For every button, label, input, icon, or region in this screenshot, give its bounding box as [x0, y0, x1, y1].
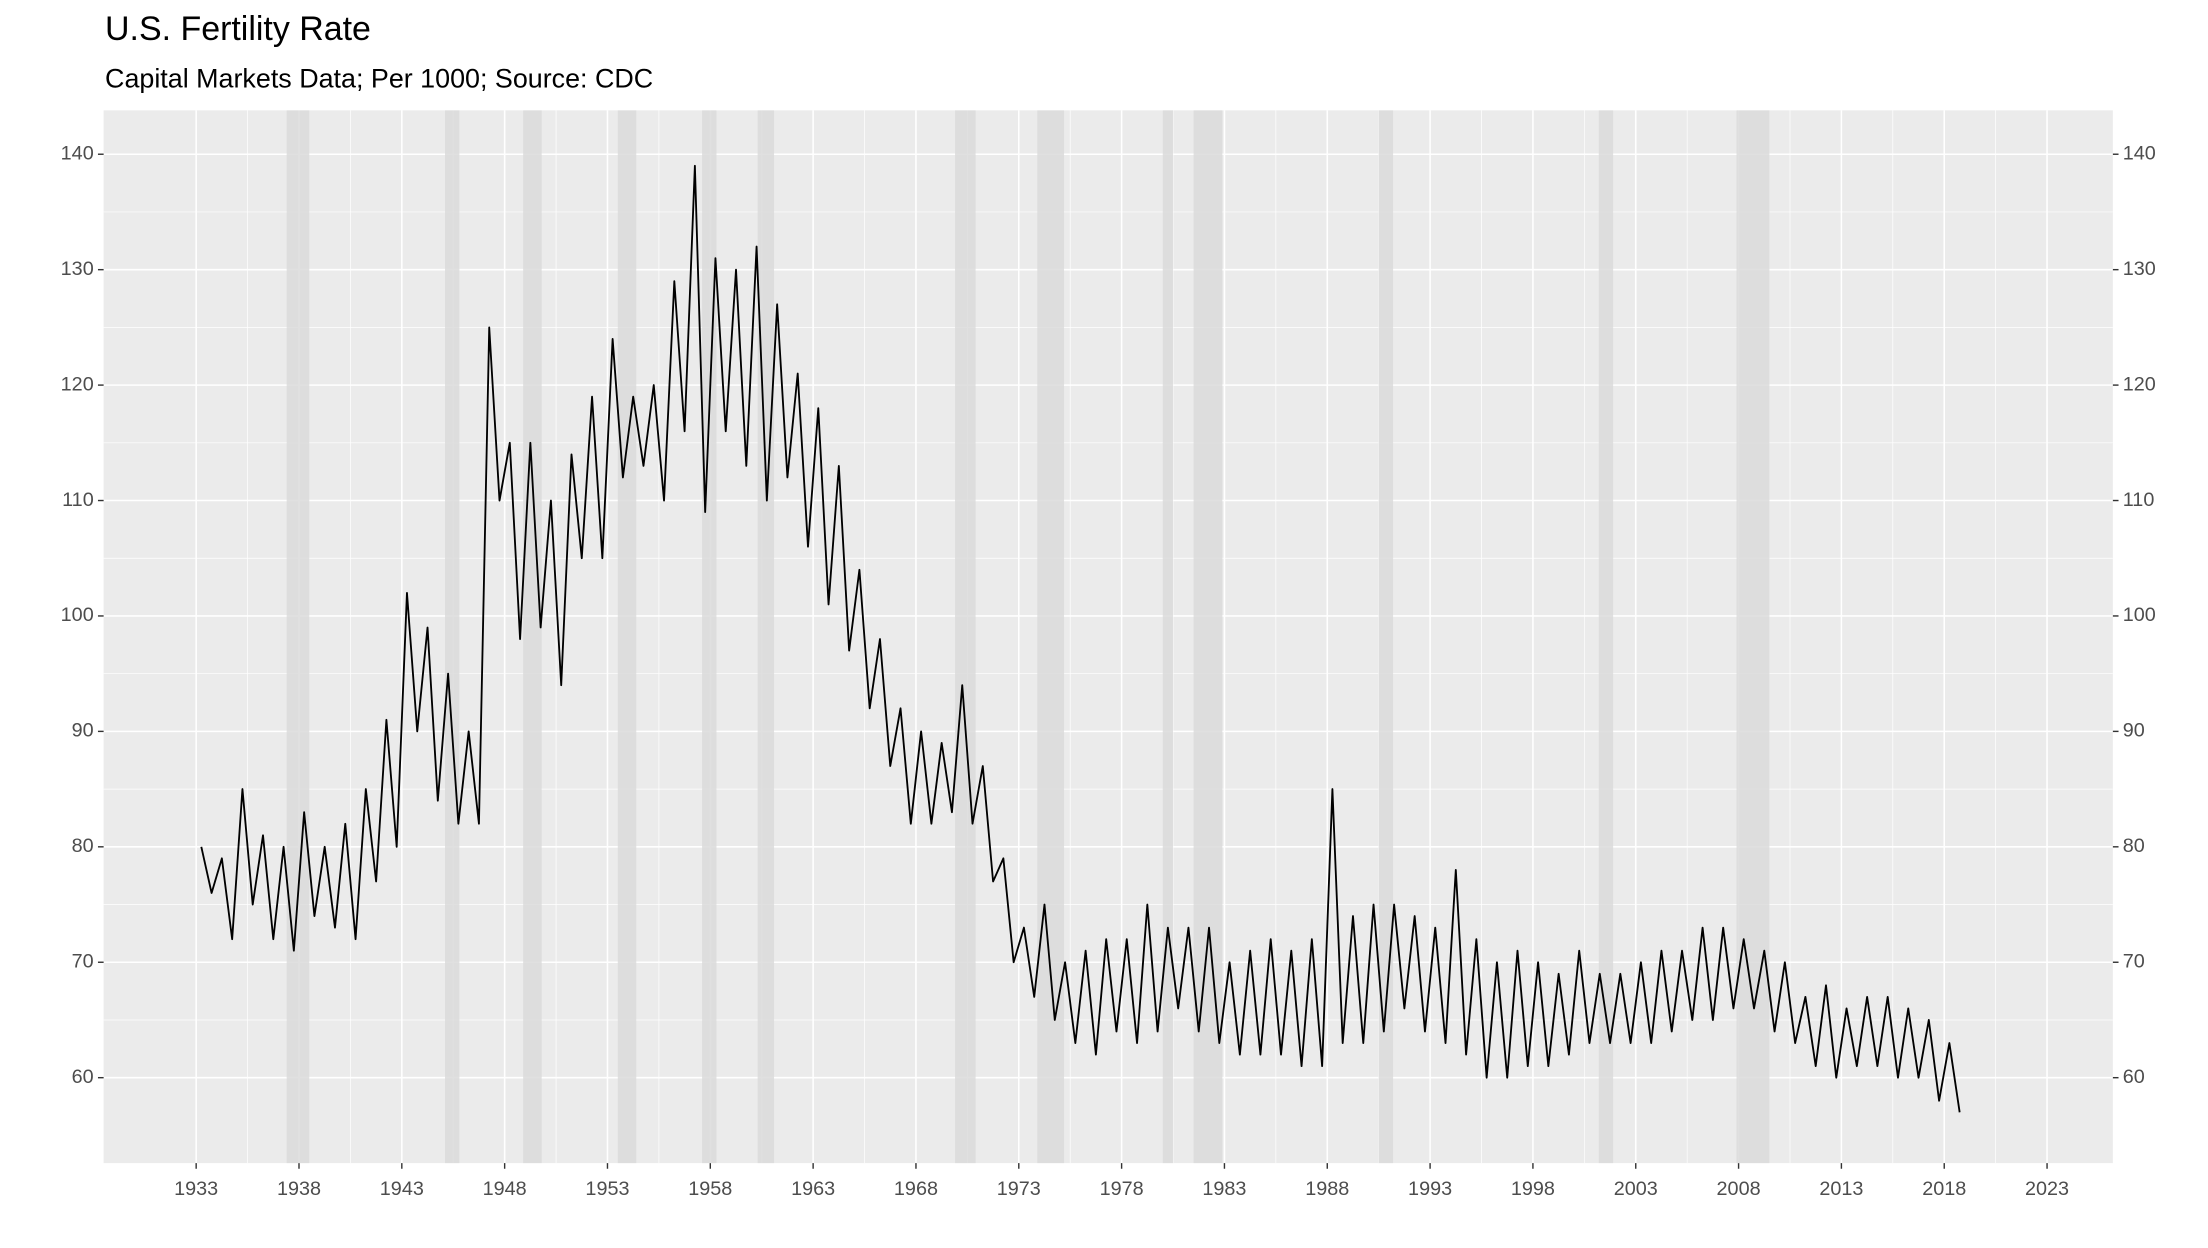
y2-tick-label: 140 [2123, 142, 2156, 164]
y-tick-label: 110 [62, 489, 94, 511]
x-tick-label: 2023 [2025, 1178, 2069, 1200]
y-tick-label: 140 [61, 142, 94, 164]
recession-band [1193, 110, 1223, 1164]
recession-band [757, 110, 775, 1164]
recession-band [1378, 110, 1394, 1164]
recession-band [702, 110, 717, 1164]
x-tick-label: 1988 [1305, 1178, 1349, 1200]
y2-tick-label: 100 [2123, 604, 2156, 626]
x-tick-label: 1993 [1408, 1178, 1452, 1200]
chart-title: U.S. Fertility Rate [105, 10, 371, 48]
y-tick-label: 100 [61, 604, 94, 626]
recession-band [1736, 110, 1770, 1164]
x-tick-label: 1968 [894, 1178, 938, 1200]
recession-band [1598, 110, 1614, 1164]
x-tick-label: 1948 [483, 1178, 527, 1200]
y2-tick-label: 80 [2123, 835, 2145, 857]
recession-band [286, 110, 310, 1164]
x-tick-label: 1943 [380, 1178, 424, 1200]
x-tick-label: 1978 [1100, 1178, 1144, 1200]
y-tick-label: 120 [61, 373, 94, 395]
x-tick-label: 1958 [688, 1178, 732, 1200]
recession-band [523, 110, 542, 1164]
y-tick-label: 60 [72, 1066, 94, 1088]
x-tick-label: 2003 [1614, 1178, 1658, 1200]
x-tick-label: 1998 [1511, 1178, 1555, 1200]
x-tick-label: 2018 [1922, 1178, 1966, 1200]
panel [103, 110, 2113, 1164]
x-tick-label: 1973 [997, 1178, 1041, 1200]
recession-band [445, 110, 460, 1164]
x-tick-label: 1983 [1202, 1178, 1246, 1200]
y2-tick-label: 110 [2123, 489, 2155, 511]
recession-band [1162, 110, 1174, 1164]
recession-band [955, 110, 976, 1164]
y-tick-label: 80 [72, 835, 94, 857]
recession-band [617, 110, 637, 1164]
y2-tick-label: 70 [2123, 950, 2145, 972]
recession-band [1037, 110, 1065, 1164]
x-tick-label: 2008 [1717, 1178, 1761, 1200]
line [200, 164, 1961, 1113]
x-tick-label: 1933 [174, 1178, 218, 1200]
y-tick-label: 130 [61, 258, 94, 280]
y2-tick-label: 130 [2123, 258, 2156, 280]
chart-subtitle: Capital Markets Data; Per 1000; Source: … [105, 64, 653, 94]
y2-tick-label: 60 [2123, 1066, 2145, 1088]
y2-tick-label: 90 [2123, 720, 2145, 742]
y2-tick-label: 120 [2123, 373, 2156, 395]
x-tick-label: 1953 [585, 1178, 629, 1200]
y-tick-label: 90 [72, 720, 94, 742]
y-tick-label: 70 [72, 950, 94, 972]
x-tick-label: 1963 [791, 1178, 835, 1200]
x-tick-label: 1938 [277, 1178, 321, 1200]
x-tick-label: 2013 [1819, 1178, 1863, 1200]
